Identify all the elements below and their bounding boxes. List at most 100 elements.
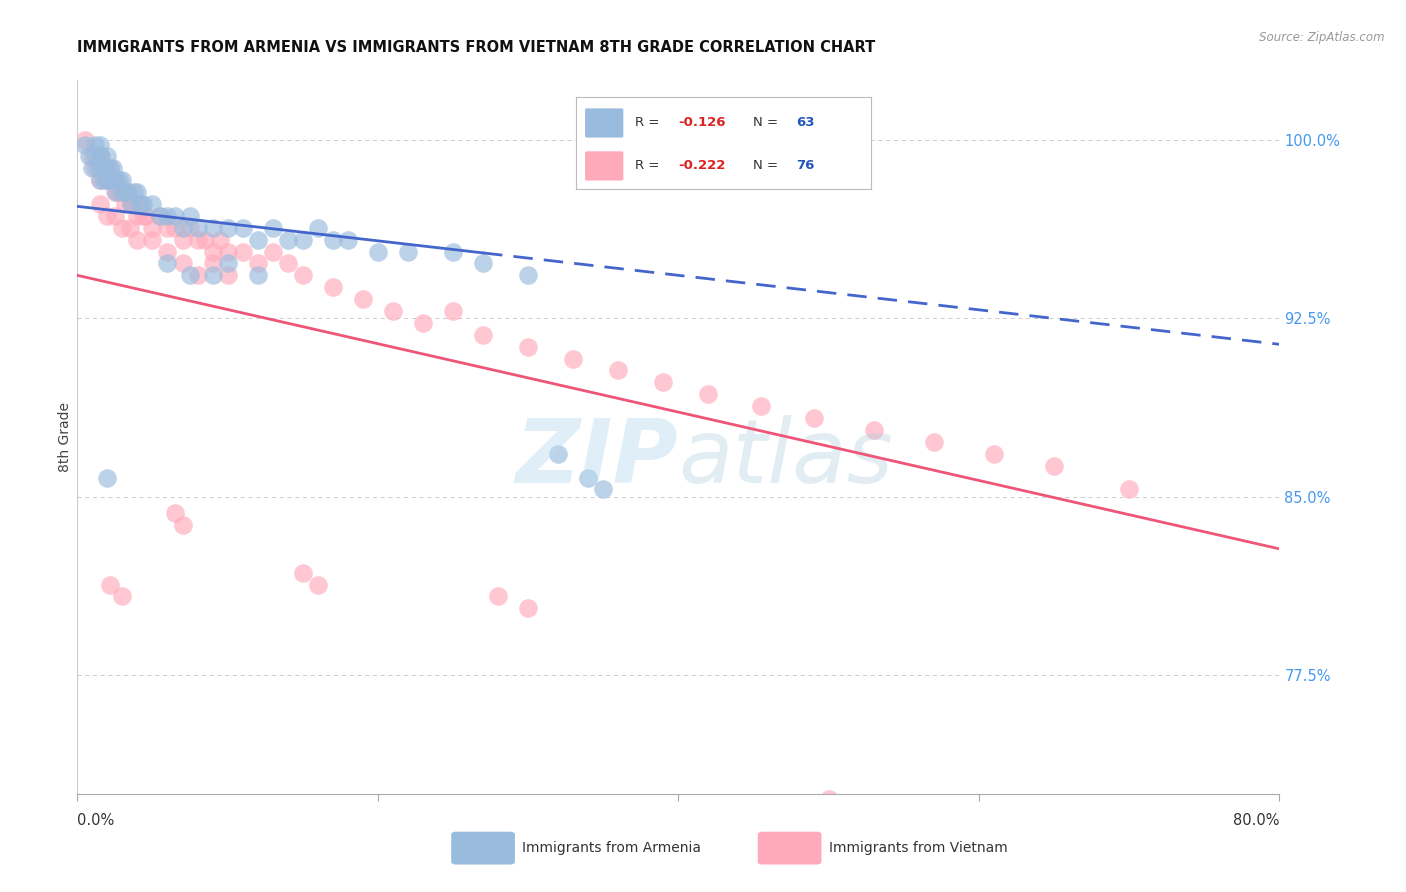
Point [149, 209, 172, 223]
Point [517, 601, 540, 615]
Point [73, 137, 96, 152]
Point [803, 411, 825, 425]
Text: Source: ZipAtlas.com: Source: ZipAtlas.com [1260, 31, 1385, 45]
Text: ZIP: ZIP [516, 415, 679, 502]
Point [246, 233, 269, 247]
Point [396, 244, 419, 259]
Point [117, 185, 139, 199]
Point [246, 268, 269, 283]
Point [217, 220, 239, 235]
Point [291, 233, 314, 247]
FancyBboxPatch shape [451, 831, 515, 864]
Point [156, 256, 179, 270]
Point [100, 161, 122, 176]
Point [163, 506, 186, 520]
Point [307, 220, 329, 235]
Point [749, 399, 772, 413]
Point [108, 173, 131, 187]
Point [381, 304, 404, 318]
Point [291, 268, 314, 283]
Point [817, 791, 839, 805]
Point [104, 185, 127, 199]
Point [201, 256, 224, 270]
Point [89, 149, 111, 163]
Point [697, 387, 720, 401]
Point [441, 244, 464, 259]
Point [105, 185, 128, 199]
Point [82, 149, 104, 163]
Point [111, 185, 134, 199]
Point [135, 209, 157, 223]
Point [1118, 483, 1140, 497]
Point [472, 327, 495, 342]
Point [217, 244, 239, 259]
Point [93, 161, 115, 176]
Point [201, 244, 224, 259]
Point [103, 161, 125, 176]
Point [652, 376, 675, 390]
Point [127, 233, 149, 247]
Point [141, 197, 163, 211]
Point [89, 173, 111, 187]
Point [367, 244, 389, 259]
Point [179, 220, 201, 235]
Point [79, 149, 101, 163]
Point [307, 577, 329, 591]
Point [124, 197, 146, 211]
Point [100, 173, 122, 187]
Point [291, 566, 314, 580]
Point [412, 316, 434, 330]
Point [156, 220, 179, 235]
Point [277, 256, 299, 270]
Point [108, 185, 131, 199]
Point [117, 185, 139, 199]
Point [96, 209, 118, 223]
Point [262, 220, 284, 235]
FancyBboxPatch shape [758, 831, 821, 864]
Point [232, 244, 254, 259]
Point [90, 149, 112, 163]
Point [277, 233, 299, 247]
Point [141, 220, 163, 235]
Point [352, 292, 374, 306]
Point [73, 133, 96, 147]
Point [179, 268, 201, 283]
Point [486, 590, 509, 604]
Point [100, 161, 122, 176]
Point [517, 268, 540, 283]
Point [862, 423, 884, 437]
Point [156, 244, 179, 259]
Point [118, 220, 141, 235]
Point [105, 173, 128, 187]
Point [172, 233, 194, 247]
Point [246, 256, 269, 270]
Point [163, 220, 186, 235]
Point [132, 197, 155, 211]
Point [111, 220, 134, 235]
Point [124, 185, 146, 199]
Point [93, 173, 115, 187]
Point [517, 340, 540, 354]
Point [100, 577, 122, 591]
Point [592, 483, 614, 497]
Text: 80.0%: 80.0% [1233, 813, 1279, 828]
Point [262, 244, 284, 259]
Point [89, 149, 111, 163]
Point [1043, 458, 1066, 473]
Point [127, 209, 149, 223]
Point [111, 173, 134, 187]
Point [84, 161, 107, 176]
Point [322, 280, 344, 294]
Point [209, 233, 232, 247]
Point [103, 173, 125, 187]
Point [120, 197, 142, 211]
Y-axis label: 8th Grade: 8th Grade [58, 402, 72, 472]
Text: IMMIGRANTS FROM ARMENIA VS IMMIGRANTS FROM VIETNAM 8TH GRADE CORRELATION CHART: IMMIGRANTS FROM ARMENIA VS IMMIGRANTS FR… [77, 40, 876, 55]
Point [201, 268, 224, 283]
Point [111, 185, 134, 199]
Point [132, 209, 155, 223]
Point [129, 197, 152, 211]
Point [111, 590, 134, 604]
Point [96, 470, 118, 484]
Point [127, 185, 149, 199]
